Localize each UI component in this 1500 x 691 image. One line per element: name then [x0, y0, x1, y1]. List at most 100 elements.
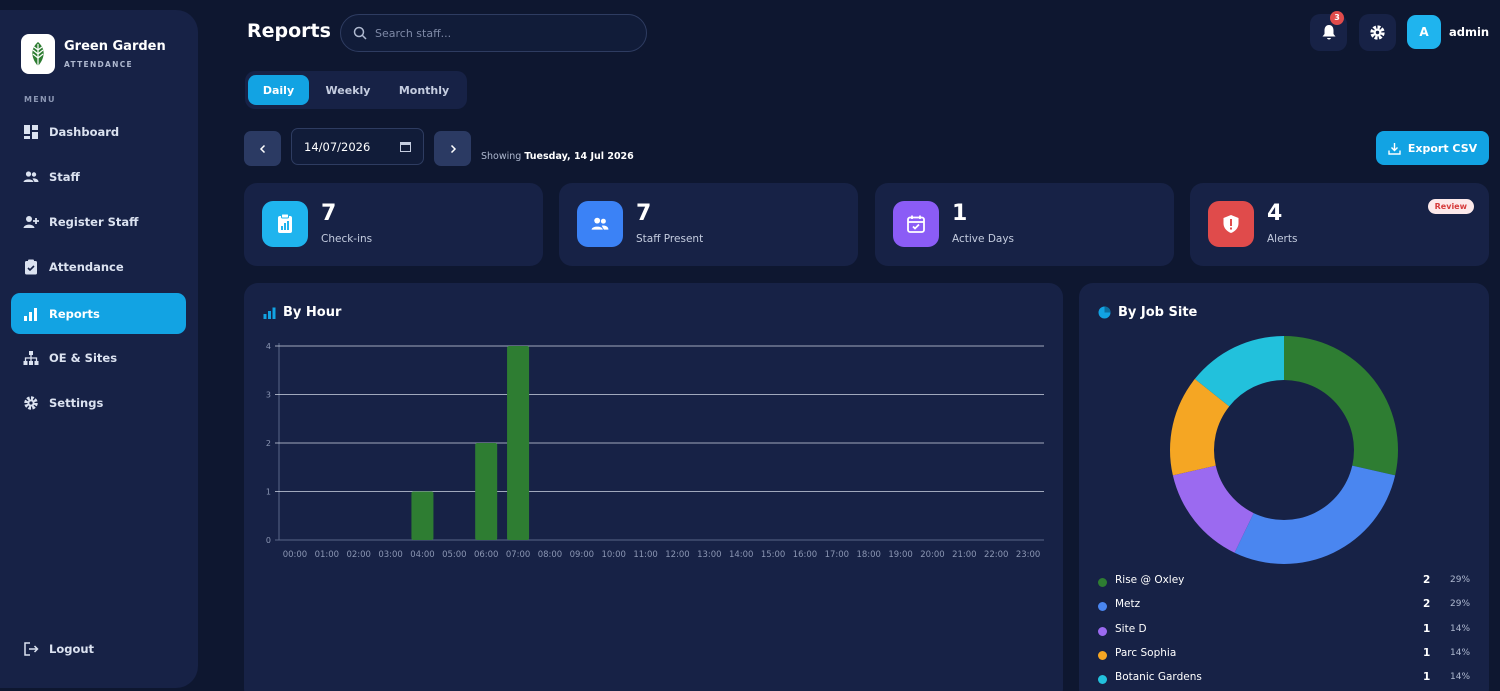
- pie-slice[interactable]: [1194, 336, 1284, 407]
- sidebar-item-dashboard[interactable]: Dashboard: [11, 111, 186, 152]
- pie-slice[interactable]: [1234, 465, 1396, 564]
- chevron-left-icon: [259, 144, 265, 153]
- x-tick-label: 22:00: [984, 550, 1009, 560]
- sidebar-item-staff[interactable]: Staff: [11, 156, 186, 197]
- bar[interactable]: [411, 491, 434, 541]
- x-tick-label: 02:00: [346, 550, 371, 560]
- settings-button[interactable]: [1359, 14, 1396, 51]
- sidebar-item-oe-sites[interactable]: OE & Sites: [11, 337, 186, 378]
- gear-icon: [1370, 25, 1385, 40]
- legend-row: Site D 1 14%: [1098, 622, 1470, 642]
- tab-daily[interactable]: Daily: [248, 75, 309, 105]
- logout-button[interactable]: Logout: [11, 628, 186, 669]
- tab-weekly[interactable]: Weekly: [325, 83, 371, 97]
- x-tick-label: 01:00: [315, 550, 340, 560]
- legend-percent: 14%: [1450, 623, 1471, 634]
- sidebar-item-register-staff[interactable]: Register Staff: [11, 201, 186, 242]
- dashboard-icon: [24, 124, 38, 139]
- x-tick-label: 23:00: [1016, 550, 1041, 560]
- legend-row: Rise @ Oxley 2 29%: [1098, 573, 1470, 593]
- x-tick-label: 08:00: [538, 550, 563, 560]
- legend-count: 2: [1423, 574, 1431, 586]
- by-job-site-chart: [1170, 336, 1398, 564]
- legend-dot: [1098, 578, 1107, 587]
- stat-card-alerts: 4 Alerts Review: [1190, 183, 1489, 266]
- sidebar-item-label: Attendance: [49, 259, 124, 274]
- sidebar-item-label: Staff: [49, 169, 80, 184]
- stat-label: Alerts: [1267, 233, 1298, 245]
- x-tick-label: 19:00: [888, 550, 913, 560]
- search-input[interactable]: [375, 26, 625, 40]
- x-tick-label: 13:00: [697, 550, 722, 560]
- stat-label: Staff Present: [636, 233, 704, 245]
- x-tick-label: 12:00: [665, 550, 690, 560]
- date-value: 14/07/2026: [304, 139, 371, 154]
- bell-icon: [1322, 25, 1335, 40]
- pie-slice[interactable]: [1172, 465, 1254, 553]
- search-bar[interactable]: [340, 14, 647, 52]
- sidebar-item-label: Register Staff: [49, 214, 139, 229]
- legend-label: Site D: [1115, 622, 1147, 635]
- stat-value: 1: [952, 201, 968, 226]
- legend-row: Botanic Gardens 1 14%: [1098, 670, 1470, 690]
- sidebar: Green Garden ATTENDANCE MENU Dashboard S…: [0, 10, 198, 688]
- legend-row: Metz 2 29%: [1098, 597, 1470, 617]
- menu-label: MENU: [24, 95, 56, 104]
- previous-day-button[interactable]: [244, 131, 281, 166]
- legend-dot: [1098, 602, 1107, 612]
- avatar[interactable]: A: [1407, 15, 1441, 49]
- by-hour-title-text: By Hour: [283, 305, 342, 320]
- export-csv-label: Export CSV: [1407, 141, 1478, 155]
- x-tick-label: 09:00: [570, 550, 595, 560]
- legend-dot: [1098, 675, 1107, 685]
- x-tick-label: 11:00: [633, 550, 658, 560]
- showing-prefix: Showing: [481, 151, 522, 162]
- pie-slice[interactable]: [1284, 336, 1398, 476]
- username[interactable]: admin: [1449, 25, 1490, 39]
- legend-percent: 14%: [1450, 647, 1471, 658]
- sidebar-item-label: Dashboard: [49, 124, 120, 139]
- legend-percent: 14%: [1450, 672, 1471, 683]
- pie-chart-icon: [1098, 306, 1111, 319]
- sidebar-item-label: OE & Sites: [49, 350, 118, 365]
- x-tick-label: 03:00: [378, 550, 403, 560]
- x-tick-label: 15:00: [761, 550, 786, 560]
- legend-label: Botanic Gardens: [1115, 671, 1202, 684]
- showing-date-text: Showing Tuesday, 14 Jul 2026: [481, 151, 634, 162]
- sidebar-item-reports[interactable]: Reports: [11, 293, 186, 334]
- x-tick-label: 17:00: [825, 550, 850, 560]
- bar[interactable]: [475, 443, 498, 540]
- stat-label: Active Days: [952, 233, 1015, 245]
- export-csv-button[interactable]: Export CSV: [1376, 131, 1489, 165]
- bar[interactable]: [507, 346, 530, 540]
- date-input[interactable]: 14/07/2026: [291, 128, 424, 165]
- stat-card-staff-present: 7 Staff Present: [559, 183, 858, 266]
- pie-slice[interactable]: [1170, 378, 1230, 476]
- logout-label: Logout: [49, 641, 95, 656]
- stat-value: 4: [1267, 201, 1283, 226]
- sidebar-item-settings[interactable]: Settings: [11, 382, 186, 423]
- users-icon: [23, 170, 39, 182]
- sidebar-item-attendance[interactable]: Attendance: [11, 246, 186, 287]
- legend-dot: [1098, 650, 1107, 660]
- calendar-icon[interactable]: [400, 141, 411, 152]
- y-tick-label: 2: [266, 439, 271, 448]
- legend-count: 1: [1423, 671, 1431, 684]
- tab-monthly[interactable]: Monthly: [398, 83, 450, 97]
- by-hour-chart: 0 1 2 3 4 00:00 01:00 02:00 03:00 04:00 05:00 06:00…: [266, 342, 1044, 560]
- clipboard-chart-icon: [262, 201, 308, 247]
- y-tick-label: 4: [266, 342, 271, 351]
- shield-alert-icon: [1208, 201, 1254, 247]
- next-day-button[interactable]: [434, 131, 471, 166]
- stat-card-active-days: 1 Active Days: [875, 183, 1174, 266]
- legend-percent: 29%: [1450, 575, 1471, 585]
- x-tick-label: 05:00: [442, 550, 467, 560]
- stat-value: 7: [321, 201, 337, 226]
- review-badge[interactable]: Review: [1427, 199, 1474, 214]
- legend-label: Parc Sophia: [1115, 646, 1177, 659]
- chevron-right-icon: [450, 144, 456, 153]
- by-job-site-title: By Job Site: [1098, 305, 1197, 320]
- by-hour-title: By Hour: [263, 305, 341, 320]
- notifications-button[interactable]: 3: [1310, 11, 1347, 51]
- brand[interactable]: Green Garden ATTENDANCE: [21, 34, 166, 74]
